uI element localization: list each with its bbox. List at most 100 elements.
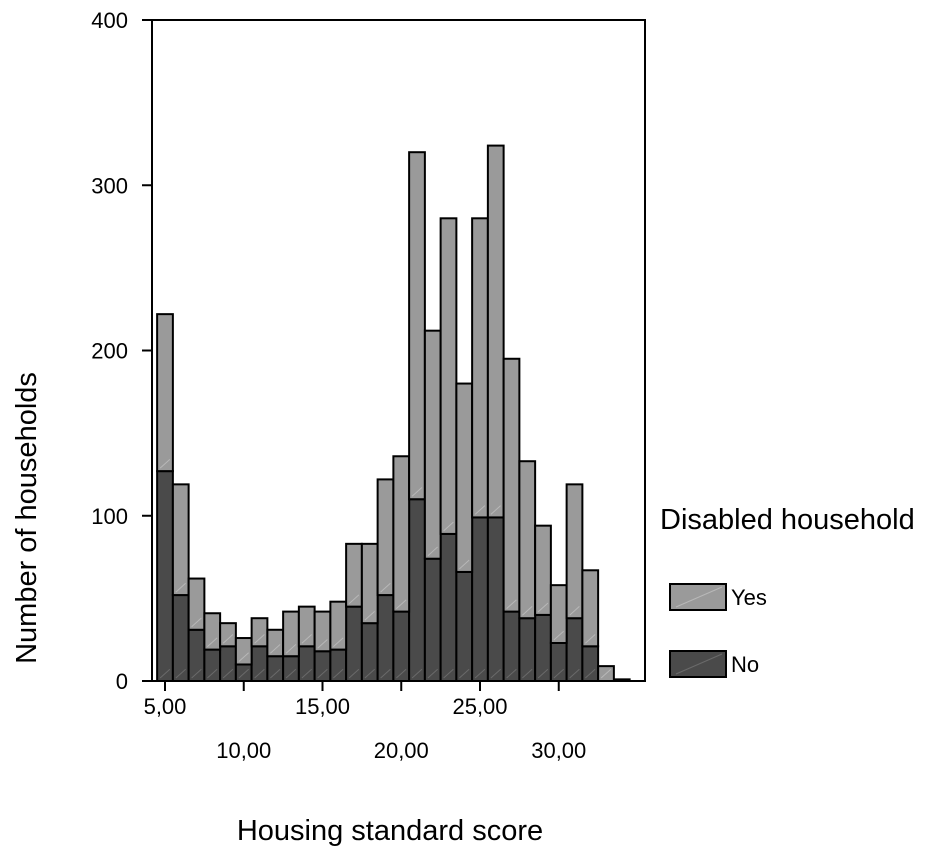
legend-swatch-no-hatch: [675, 653, 723, 675]
bar-hatch-yes-10: [238, 652, 249, 662]
bar-no-32: [581, 645, 600, 682]
y-tick-label-300: 300: [91, 173, 128, 198]
bar-hatch-no-25: [474, 668, 486, 679]
bar-yes-9: [219, 622, 237, 648]
bar-yes-30: [549, 584, 568, 644]
bar-hatch-yes-27: [506, 599, 517, 609]
x-axis-title: Housing standard score: [237, 815, 543, 847]
bar-no-13: [282, 655, 300, 683]
y-tick-label-200: 200: [91, 339, 128, 364]
bar-hatch-yes-22: [427, 546, 438, 557]
bar-hatch-yes-28: [522, 606, 533, 616]
bar-hatch-no-22: [427, 668, 438, 679]
bar-hatch-no-20: [396, 668, 407, 679]
bar-yes-14: [297, 605, 316, 648]
x-tick-label-lower-2: 30,00: [531, 738, 586, 763]
bar-hatch-no-15: [317, 668, 328, 679]
bar-no-15: [313, 650, 332, 683]
bar-yes-13: [282, 610, 300, 658]
bar-hatch-no-27: [506, 668, 517, 679]
legend-label-no: No: [731, 652, 759, 677]
bar-yes-10: [234, 637, 253, 666]
bar-hatch-no-13: [285, 668, 297, 679]
bar-hatch-yes-24: [459, 559, 470, 570]
bar-hatch-yes-33: [600, 668, 612, 679]
bar-yes-32: [581, 569, 600, 648]
bar-hatch-yes-25: [474, 505, 486, 515]
bar-hatch-no-23: [443, 668, 454, 679]
bar-no-30: [549, 641, 568, 682]
bar-yes-25: [471, 217, 489, 519]
bar-hatch-no-11: [254, 668, 265, 679]
bar-no-10: [234, 663, 253, 682]
bar-yes-6: [171, 483, 190, 597]
bar-hatch-yes-5: [159, 458, 171, 469]
y-tick-label-100: 100: [91, 504, 128, 529]
y-tick-label-0: 0: [116, 669, 128, 694]
legend-label-yes: Yes: [731, 585, 767, 610]
bar-yes-28: [518, 460, 537, 620]
bar-yes-11: [250, 617, 269, 648]
bar-no-6: [171, 594, 190, 683]
bar-yes-23: [439, 217, 458, 535]
bar-hatch-no-32: [585, 668, 596, 679]
bar-yes-20: [392, 455, 411, 613]
bars-group: [156, 144, 631, 683]
bar-no-12: [266, 655, 285, 683]
bar-yes-15: [313, 610, 332, 653]
bar-yes-21: [408, 151, 426, 501]
bar-yes-27: [502, 357, 521, 613]
bar-hatch-yes-9: [222, 634, 234, 644]
bar-hatch-yes-16: [333, 637, 344, 647]
legend-swatch-yes-hatch: [675, 586, 723, 608]
bar-no-24: [455, 570, 474, 682]
bar-hatch-no-16: [333, 668, 344, 679]
bar-yes-17: [345, 542, 363, 608]
bar-yes-26: [486, 144, 505, 519]
bar-hatch-no-31: [569, 668, 580, 679]
bar-no-14: [297, 645, 316, 682]
bar-hatch-yes-29: [537, 602, 549, 613]
bar-hatch-no-19: [380, 668, 391, 679]
bar-hatch-yes-18: [364, 611, 375, 621]
bar-hatch-yes-14: [301, 634, 312, 644]
bar-no-29: [534, 613, 552, 683]
bar-no-5: [156, 470, 174, 682]
bar-yes-31: [565, 483, 584, 620]
bar-yes-19: [376, 478, 395, 597]
bar-hatch-yes-12: [270, 644, 281, 654]
bar-yes-22: [423, 329, 442, 560]
legend-title: Disabled household: [660, 504, 915, 536]
y-tick-label-400: 400: [91, 8, 128, 33]
bar-yes-16: [329, 600, 348, 651]
bar-no-18: [360, 622, 379, 682]
bar-no-19: [376, 594, 395, 683]
bar-hatch-no-9: [222, 668, 234, 679]
bar-hatch-yes-13: [285, 644, 297, 654]
bar-hatch-no-21: [411, 668, 423, 679]
bar-hatch-no-7: [191, 668, 202, 679]
bar-hatch-no-26: [490, 668, 501, 679]
bar-hatch-no-17: [348, 668, 360, 679]
bar-hatch-yes-20: [396, 599, 407, 609]
bar-yes-29: [534, 524, 552, 616]
bar-no-22: [423, 557, 442, 683]
y-axis-title: Number of households: [11, 372, 43, 664]
bar-yes-7: [187, 577, 206, 631]
bar-no-21: [408, 498, 426, 682]
bar-yes-12: [266, 628, 285, 658]
bar-no-16: [329, 648, 348, 682]
bar-hatch-no-24: [459, 668, 470, 679]
bar-yes-18: [360, 542, 379, 625]
bar-yes-24: [455, 382, 474, 573]
bar-hatch-yes-21: [411, 487, 423, 497]
bar-hatch-yes-7: [191, 617, 202, 628]
bar-no-8: [203, 648, 222, 682]
bar-hatch-no-5: [159, 668, 171, 679]
bar-hatch-no-14: [301, 668, 312, 679]
bar-hatch-yes-32: [585, 634, 596, 644]
bar-no-23: [439, 532, 458, 682]
bar-no-17: [345, 605, 363, 683]
bar-no-26: [486, 516, 505, 683]
